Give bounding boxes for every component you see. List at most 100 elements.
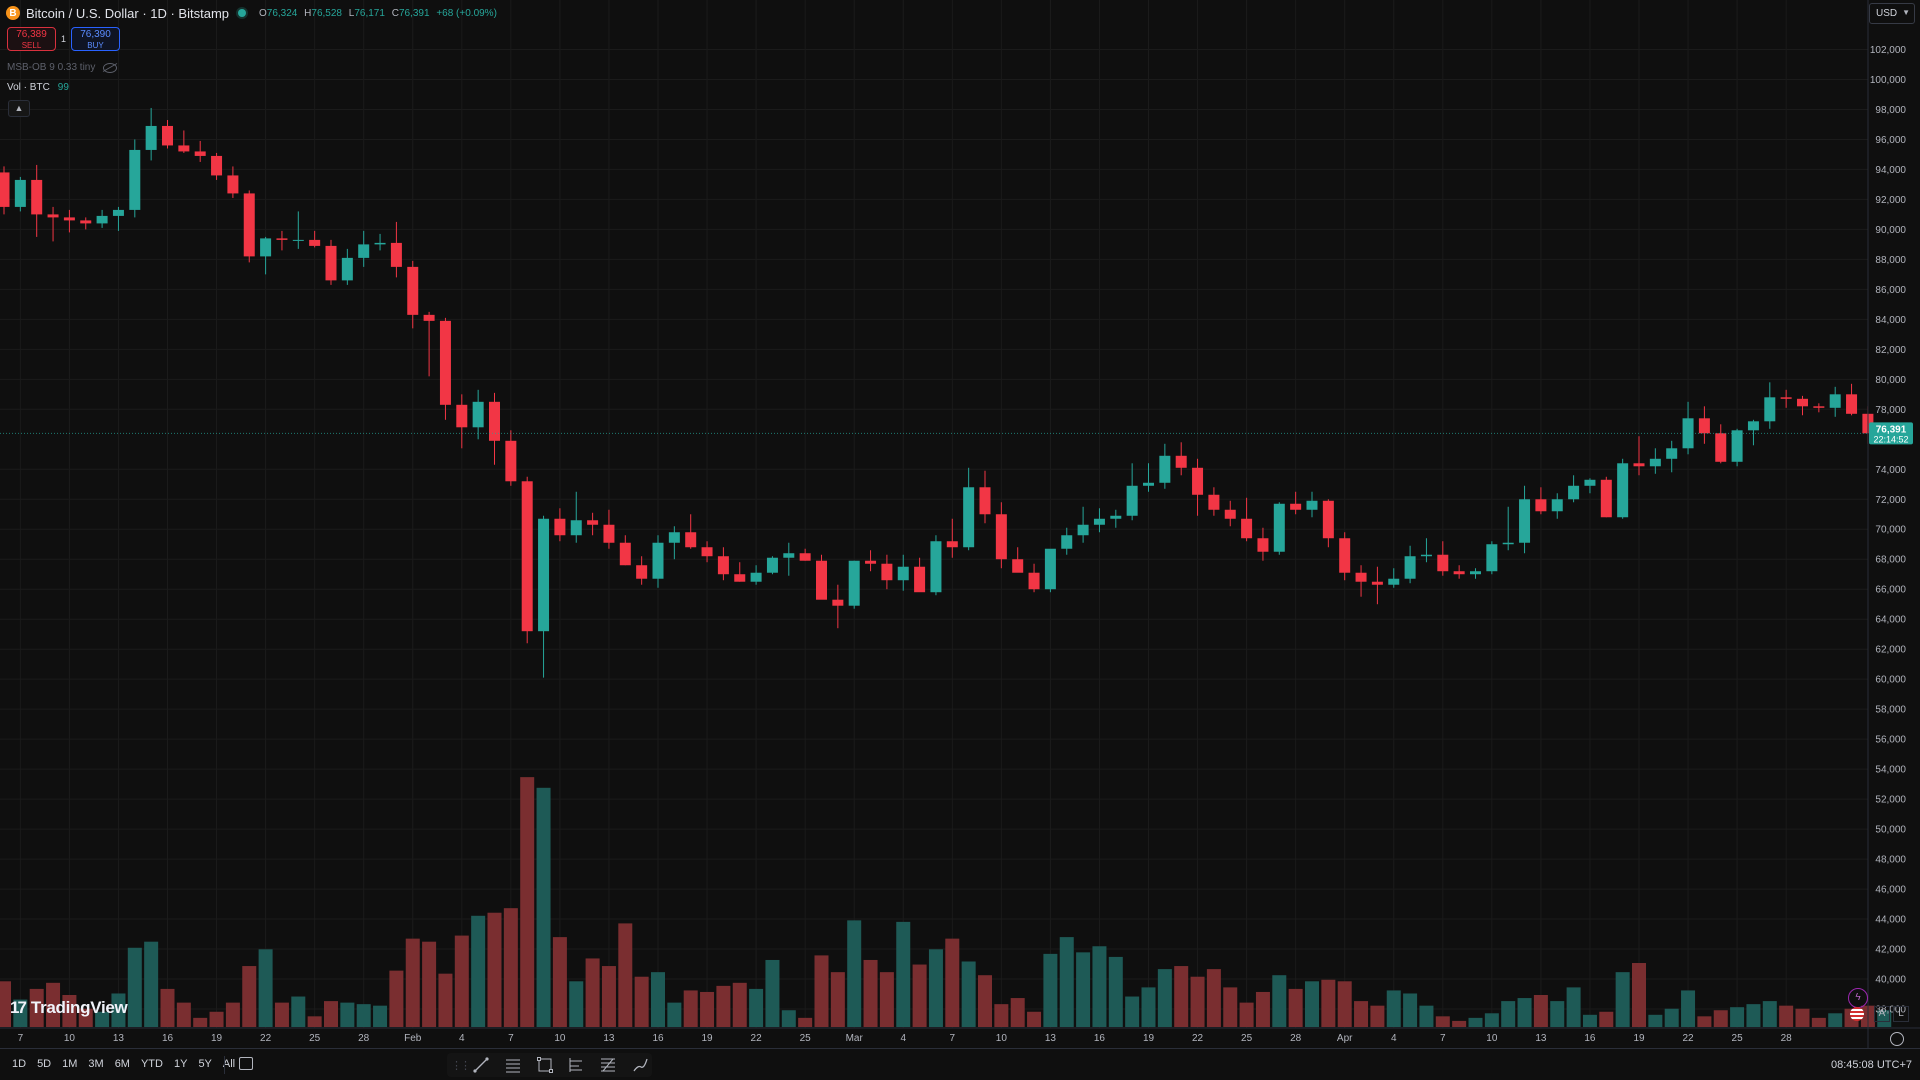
symbol-title[interactable]: Bitcoin / U.S. Dollar · 1D · Bitstamp — [26, 5, 229, 21]
volume-bar — [405, 938, 420, 1027]
time-axis[interactable]: 7 10 13 16 19 22 25 28 Feb 4 7 10 13 16 19 22 25 Mar 4 7 10 1… — [0, 1027, 1920, 1044]
divider — [224, 1056, 225, 1074]
volume-bar — [863, 959, 878, 1027]
volume-bar — [1484, 1013, 1499, 1027]
fib-retracement-icon[interactable] — [596, 1054, 620, 1076]
time-tick-label: 19 — [701, 1033, 713, 1044]
tradingview-logo[interactable]: 17 TradingView — [10, 998, 128, 1018]
price-tick-label: 70,000 — [1875, 525, 1906, 536]
candle-body — [1780, 397, 1792, 399]
candle-body — [750, 572, 762, 582]
price-tick-label: 44,000 — [1875, 915, 1906, 926]
candle-body — [358, 244, 370, 258]
volume-bar — [0, 981, 11, 1027]
candle-body — [472, 401, 484, 428]
volume-bar — [928, 949, 943, 1027]
us-flag-icon[interactable] — [1850, 1007, 1864, 1021]
price-tick-label: 54,000 — [1875, 765, 1906, 776]
range-ytd[interactable]: YTD — [140, 1058, 163, 1070]
candle-body — [538, 518, 550, 632]
candle-body — [1519, 499, 1531, 543]
candle-body — [930, 541, 942, 593]
time-tick-label: Feb — [404, 1033, 422, 1044]
time-tick-label: 4 — [459, 1033, 465, 1044]
lightning-icon[interactable]: ϟ — [1848, 988, 1868, 1008]
volume-bar — [994, 1004, 1009, 1027]
volume-bar — [1125, 996, 1140, 1027]
volume-bar — [1730, 1007, 1745, 1027]
range-5y[interactable]: 5Y — [198, 1058, 212, 1070]
buy-button[interactable]: 76,390 BUY — [71, 27, 121, 51]
sell-button[interactable]: 76,389 SELL — [7, 27, 56, 51]
candle-body — [489, 401, 500, 441]
candle-body — [1846, 394, 1858, 414]
volume-bar — [1190, 976, 1205, 1027]
price-tick-label: 96,000 — [1875, 135, 1906, 146]
candle-body — [1143, 482, 1154, 486]
log-scale-button[interactable]: L — [1893, 1006, 1909, 1022]
candle-body — [1502, 542, 1514, 545]
time-tick-label: 10 — [1486, 1033, 1498, 1044]
market-open-dot-icon — [238, 9, 246, 17]
drag-handle-icon[interactable]: ⋮⋮ — [451, 1059, 471, 1072]
horizontal-lines-icon[interactable] — [501, 1054, 525, 1076]
candle-body — [374, 242, 386, 245]
eye-off-icon[interactable] — [103, 62, 118, 73]
price-scale[interactable]: 102,000 100,000 98,000 96,000 94,000 92,000 90… — [1867, 0, 1906, 1048]
indicator-msb-ob[interactable]: MSB-OB 9 0.33 tiny — [7, 62, 118, 73]
settings-gear-icon[interactable] — [1890, 1032, 1904, 1046]
candle-body — [0, 172, 10, 207]
indicator-volume[interactable]: Vol · BTC 99 — [7, 82, 69, 93]
volume-bar — [765, 959, 780, 1027]
timezone-clock[interactable]: 08:45:08 UTC+7 — [1830, 1059, 1912, 1071]
candle-body — [521, 481, 533, 632]
range-all[interactable]: All — [222, 1058, 236, 1070]
range-6m[interactable]: 6M — [114, 1058, 130, 1070]
calendar-icon[interactable] — [239, 1057, 253, 1070]
price-tick-label: 86,000 — [1875, 285, 1906, 296]
range-1y[interactable]: 1Y — [173, 1058, 188, 1070]
price-tick-label: 84,000 — [1875, 315, 1906, 326]
range-1d[interactable]: 1D — [12, 1058, 27, 1070]
volume-bar — [471, 915, 486, 1027]
price-tick-label: 68,000 — [1875, 555, 1906, 566]
currency-select[interactable]: USD ▼ — [1869, 3, 1915, 24]
candle-body — [554, 518, 566, 536]
volume-bar — [601, 966, 616, 1027]
candle-body — [1273, 503, 1285, 552]
candle-body — [1175, 455, 1187, 468]
long-position-icon[interactable] — [564, 1054, 588, 1076]
time-tick-label: 28 — [1781, 1033, 1793, 1044]
range-1m[interactable]: 1M — [62, 1058, 78, 1070]
candle-body — [783, 553, 795, 558]
candle-body — [799, 553, 811, 561]
last-price-badge — [1869, 422, 1913, 445]
candle-body — [63, 217, 75, 221]
candle-body — [701, 547, 713, 557]
candle-body — [1159, 455, 1171, 483]
rectangle-icon[interactable] — [533, 1054, 557, 1076]
chevron-up-icon[interactable]: ▲ — [8, 100, 30, 117]
trend-line-icon[interactable] — [469, 1054, 493, 1076]
candle-body — [619, 542, 631, 566]
volume-bar — [291, 996, 306, 1027]
time-tick-label: 10 — [554, 1033, 566, 1044]
range-3m[interactable]: 3M — [88, 1058, 104, 1070]
chevron-down-icon: ▼ — [1902, 8, 1910, 17]
brush-icon[interactable] — [628, 1054, 652, 1076]
auto-scale-button[interactable]: A — [1874, 1006, 1890, 1022]
time-tick-label: 4 — [900, 1033, 906, 1044]
time-tick-label: 22 — [260, 1033, 272, 1044]
candle-body — [734, 574, 746, 582]
chart-grid — [0, 0, 1868, 1028]
price-tick-label: 42,000 — [1875, 945, 1906, 956]
time-tick-label: 7 — [508, 1033, 514, 1044]
candle-body — [1093, 518, 1105, 525]
volume-bar — [111, 993, 126, 1027]
candle-body — [946, 541, 958, 548]
volume-bar — [1337, 981, 1352, 1027]
volume-bar — [536, 787, 551, 1027]
volume-bar — [1403, 993, 1418, 1027]
range-5d[interactable]: 5D — [37, 1058, 52, 1070]
